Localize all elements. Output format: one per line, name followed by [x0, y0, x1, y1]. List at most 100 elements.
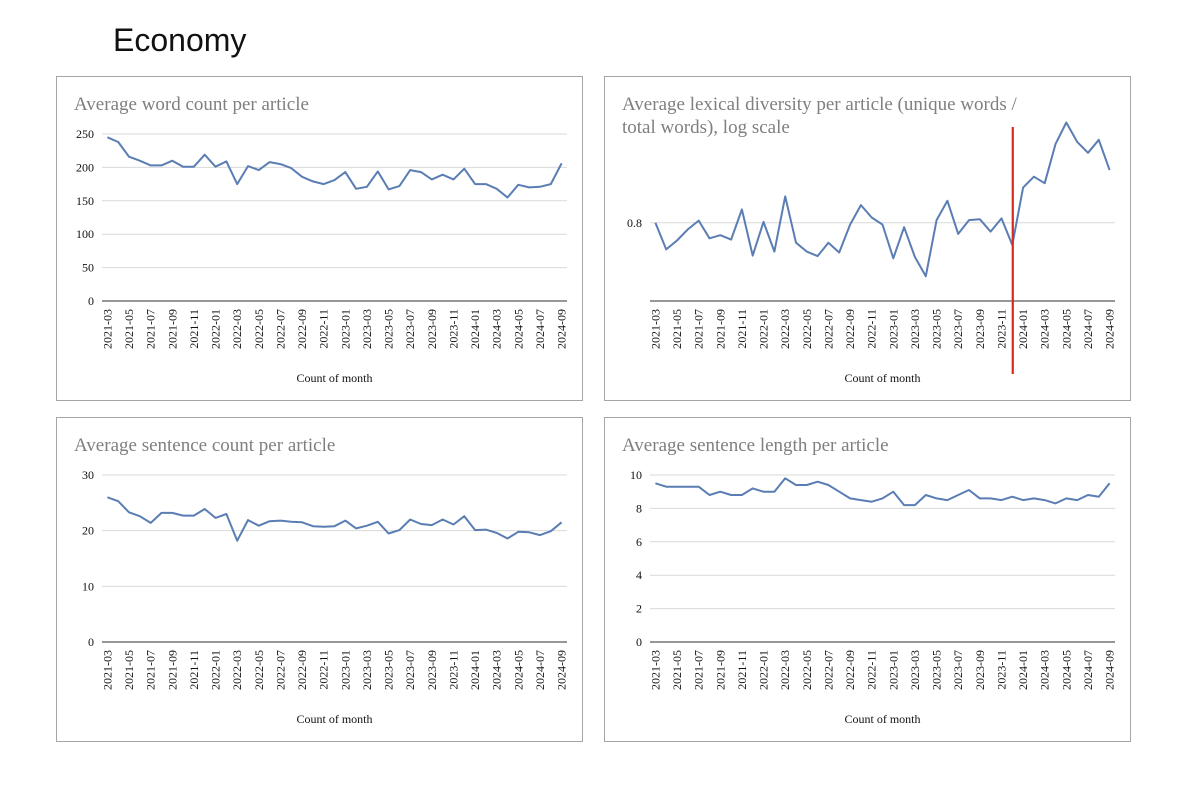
x-tick-label: 2024-05 — [511, 650, 525, 690]
y-tick-label: 0 — [88, 294, 94, 308]
x-tick-label: 2023-03 — [908, 650, 922, 690]
y-tick-label: 2 — [636, 602, 642, 616]
x-tick-label: 2023-03 — [360, 309, 374, 349]
x-tick-label: 2021-03 — [100, 309, 114, 349]
x-tick-label: 2023-01 — [338, 650, 352, 690]
chart-panel-word-count: Average word count per article 0 50 100 150 2… — [56, 76, 583, 401]
x-tick-label: 2023-09 — [973, 309, 987, 349]
x-tick-label: 2022-09 — [295, 650, 309, 690]
x-axis-title: Count of month — [296, 712, 372, 726]
x-tick-label: 2023-05 — [930, 650, 944, 690]
chart-panel-sentence-count: Average sentence count per article 0 10 20 3… — [56, 417, 583, 742]
x-tick-label: 2023-07 — [951, 309, 965, 349]
x-tick-label: 2022-03 — [230, 650, 244, 690]
x-tick-label: 2022-09 — [843, 309, 857, 349]
y-tick-label: 200 — [76, 160, 94, 174]
x-tick-label: 2024-01 — [468, 650, 482, 690]
x-tick-label: 2021-11 — [187, 309, 201, 349]
x-tick-label: 2023-07 — [951, 650, 965, 690]
y-tick-label: 0.8 — [627, 216, 642, 230]
y-tick-label: 6 — [636, 535, 642, 549]
y-tick-label: 30 — [82, 468, 94, 482]
chart-panel-sentence-length: Average sentence length per article 0 2 4 6 8… — [604, 417, 1131, 742]
x-tick-label: 2021-09 — [713, 309, 727, 349]
series-line — [107, 136, 563, 199]
x-tick-label: 2024-07 — [1081, 309, 1095, 349]
x-tick-label: 2021-11 — [735, 309, 749, 349]
x-tick-label: 2022-11 — [865, 650, 879, 690]
x-tick-label: 2024-03 — [490, 650, 504, 690]
x-tick-label: 2024-05 — [511, 309, 525, 349]
x-tick-label: 2023-03 — [360, 650, 374, 690]
y-tick-label: 50 — [82, 261, 94, 275]
x-tick-label: 2021-11 — [735, 650, 749, 690]
x-tick-label: 2023-09 — [425, 650, 439, 690]
x-tick-label: 2022-05 — [252, 650, 266, 690]
y-tick-label: 0 — [636, 635, 642, 649]
x-tick-label: 2021-03 — [100, 650, 114, 690]
x-tick-label: 2023-07 — [403, 650, 417, 690]
chart-title: Average word count per article — [74, 94, 309, 115]
x-tick-label: 2021-03 — [648, 309, 662, 349]
x-tick-label: 2022-05 — [800, 309, 814, 349]
x-tick-label: 2023-09 — [425, 309, 439, 349]
x-tick-label: 2022-01 — [209, 309, 223, 349]
x-tick-label: 2022-05 — [252, 309, 266, 349]
y-tick-label: 8 — [636, 501, 642, 515]
series-line — [654, 121, 1111, 278]
y-tick-label: 4 — [636, 568, 642, 582]
page-title: Economy — [113, 22, 247, 58]
x-tick-label: 2021-07 — [144, 650, 158, 690]
chart-lexical-diversity: Average lexical diversity per article (u… — [622, 94, 1117, 385]
x-tick-label: 2023-07 — [403, 309, 417, 349]
x-tick-label: 2023-01 — [886, 309, 900, 349]
x-tick-label: 2024-05 — [1059, 650, 1073, 690]
x-tick-label: 2023-05 — [930, 309, 944, 349]
chart-title: total words), log scale — [622, 117, 790, 138]
x-axis-title: Count of month — [844, 371, 920, 385]
x-tick-label: 2024-09 — [555, 650, 569, 690]
x-tick-label: 2021-11 — [187, 650, 201, 690]
x-tick-label: 2023-05 — [382, 650, 396, 690]
y-tick-label: 0 — [88, 635, 94, 649]
x-tick-label: 2024-07 — [533, 650, 547, 690]
x-axis-title: Count of month — [844, 712, 920, 726]
x-tick-label: 2022-07 — [273, 309, 287, 349]
x-tick-label: 2021-05 — [122, 309, 136, 349]
x-tick-label: 2023-01 — [886, 650, 900, 690]
x-tick-label: 2023-01 — [338, 309, 352, 349]
x-tick-label: 2022-07 — [273, 650, 287, 690]
series-line — [107, 496, 563, 542]
x-tick-label: 2022-07 — [821, 650, 835, 690]
chart-title: Average lexical diversity per article (u… — [622, 94, 1018, 115]
x-tick-label: 2023-11 — [994, 309, 1008, 349]
x-tick-label: 2024-01 — [1016, 650, 1030, 690]
y-tick-label: 100 — [76, 227, 94, 241]
x-tick-label: 2022-01 — [757, 309, 771, 349]
chart-sentence-count: Average sentence count per article 0 10 20 3… — [74, 435, 569, 726]
x-tick-label: 2022-11 — [865, 309, 879, 349]
x-tick-label: 2022-11 — [317, 650, 331, 690]
x-tick-label: 2022-01 — [757, 650, 771, 690]
x-tick-label: 2022-11 — [317, 309, 331, 349]
x-axis-title: Count of month — [296, 371, 372, 385]
x-tick-label: 2021-05 — [122, 650, 136, 690]
x-tick-label: 2024-05 — [1059, 309, 1073, 349]
x-tick-label: 2023-03 — [908, 309, 922, 349]
x-tick-label: 2022-03 — [778, 309, 792, 349]
x-tick-label: 2024-01 — [1016, 309, 1030, 349]
series-line — [655, 477, 1111, 507]
x-tick-label: 2021-05 — [670, 309, 684, 349]
x-tick-label: 2021-07 — [692, 309, 706, 349]
x-tick-label: 2021-03 — [648, 650, 662, 690]
x-tick-label: 2024-03 — [490, 309, 504, 349]
x-tick-label: 2024-07 — [1081, 650, 1095, 690]
x-tick-label: 2023-05 — [382, 309, 396, 349]
x-tick-label: 2023-11 — [446, 309, 460, 349]
x-tick-label: 2022-01 — [209, 650, 223, 690]
x-tick-label: 2022-03 — [778, 650, 792, 690]
x-tick-label: 2024-03 — [1038, 650, 1052, 690]
x-tick-label: 2022-09 — [843, 650, 857, 690]
x-tick-label: 2021-09 — [165, 650, 179, 690]
x-tick-label: 2021-05 — [670, 650, 684, 690]
